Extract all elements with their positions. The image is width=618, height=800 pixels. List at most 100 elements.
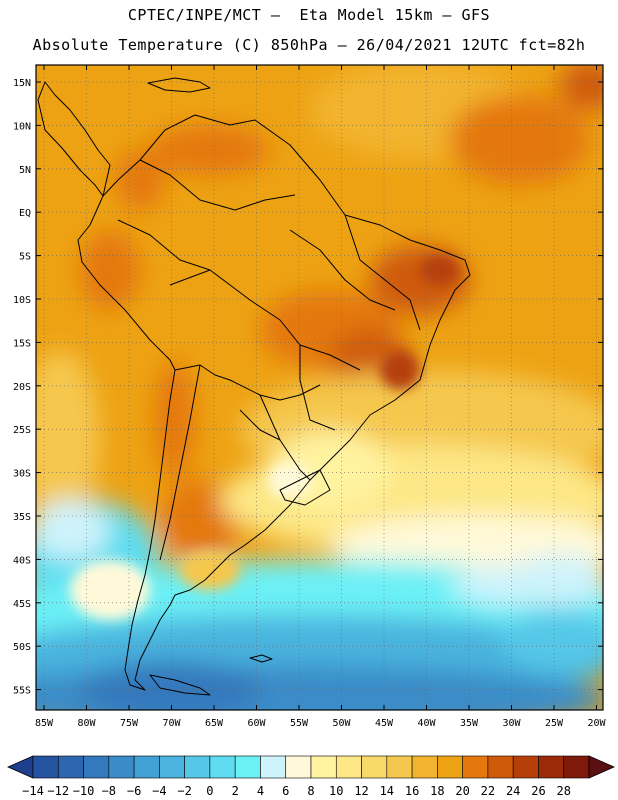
lon-label: 35W — [460, 718, 479, 729]
lat-label: 5N — [19, 165, 31, 176]
coastlines-and-borders — [37, 77, 471, 696]
colorbar-swatch — [386, 755, 413, 779]
lat-label: 40S — [13, 555, 31, 566]
colorbar-over-arrow — [588, 755, 615, 779]
colorbar-swatch — [335, 755, 362, 779]
central-america — [37, 81, 111, 197]
colorbar-swatch — [411, 755, 438, 779]
colorbar-swatch — [538, 755, 565, 779]
colorbar-tick-label: −12 — [47, 784, 69, 798]
colorbar-swatch — [563, 755, 590, 779]
colorbar-swatch — [108, 755, 135, 779]
colorbar-tick-label: −2 — [177, 784, 191, 798]
uruguay — [279, 469, 331, 506]
colorbar-tick-label: 0 — [206, 784, 213, 798]
lat-label: 15S — [13, 338, 31, 349]
border-10 — [289, 229, 396, 311]
colorbar-tick-label: −6 — [127, 784, 141, 798]
colorbar-swatch — [133, 755, 160, 779]
lat-label: 50S — [13, 642, 31, 653]
lon-label: 45W — [375, 718, 394, 729]
lon-label: 30W — [502, 718, 521, 729]
lat-label: 20S — [13, 382, 31, 393]
longitude-labels: 85W 80W 75W 70W 65W 60W 55W 50W 45W 40W 35W 30W 25W 2… — [35, 718, 607, 729]
latitude-labels: 15N 10N 5N EQ 5S 10S 15S 20S 25S 30S 35S 40S 45S 50S 5… — [13, 78, 31, 697]
border-6 — [159, 364, 201, 561]
colorbar-tick-label: −4 — [152, 784, 166, 798]
colorbar-swatch — [234, 755, 261, 779]
colorbar-swatch — [310, 755, 337, 779]
tierra-del-fuego — [149, 674, 211, 696]
colorbar-swatch — [184, 755, 211, 779]
lon-label: 55W — [290, 718, 309, 729]
falklands — [249, 654, 273, 663]
colorbar-tick-label: 12 — [354, 784, 368, 798]
colorbar-swatch — [57, 755, 84, 779]
lat-label: EQ — [19, 208, 31, 219]
lon-label: 75W — [120, 718, 139, 729]
colorbar-tick-label: 14 — [380, 784, 394, 798]
lon-label: 25W — [545, 718, 564, 729]
lat-label: 45S — [13, 599, 31, 610]
lon-label: 70W — [162, 718, 181, 729]
colorbar-swatch — [487, 755, 514, 779]
colorbar-tick-label: 28 — [557, 784, 571, 798]
caribbean-island — [147, 77, 211, 93]
colorbar-tick-label: −14 — [22, 784, 44, 798]
border-1 — [174, 364, 321, 401]
lat-label: 15N — [13, 78, 31, 89]
map-title-line-2: Absolute Temperature (C) 850hPa – 26/04/… — [32, 36, 586, 54]
colorbar-tick-label: 18 — [430, 784, 444, 798]
colorbar-swatch — [209, 755, 236, 779]
colorbar-tick-label: −10 — [73, 784, 95, 798]
border-7 — [239, 409, 281, 441]
border-3 — [117, 219, 211, 271]
colorbar-labels: −14 −12 −10 −8 −6 −4 −2 0 2 4 6 8 10 12 14 16 18 20 22 24 26… — [22, 784, 571, 798]
lat-label: 10S — [13, 295, 31, 306]
temperature-colorbar — [7, 755, 615, 779]
colorbar-tick-label: 8 — [307, 784, 314, 798]
colorbar-swatch — [83, 755, 110, 779]
colorbar-tick-label: 6 — [282, 784, 289, 798]
lat-label: 5S — [19, 252, 31, 263]
lon-label: 85W — [35, 718, 54, 729]
colorbar-tick-label: 20 — [455, 784, 469, 798]
lat-label: 55S — [13, 686, 31, 697]
lon-label: 20W — [587, 718, 606, 729]
border-4 — [139, 159, 296, 211]
colorbar-tick-label: 4 — [257, 784, 264, 798]
border-5 — [259, 394, 311, 481]
colorbar-tick-label: 26 — [531, 784, 545, 798]
colorbar-tick-label: 10 — [329, 784, 343, 798]
lon-label: 40W — [417, 718, 436, 729]
lat-lon-grid — [36, 65, 603, 710]
lat-label: 25S — [13, 425, 31, 436]
lat-label: 30S — [13, 469, 31, 480]
colorbar-swatch — [512, 755, 539, 779]
border-8 — [299, 345, 336, 431]
colorbar-swatch — [32, 755, 59, 779]
axis-ticks — [36, 65, 603, 710]
lat-label: 10N — [13, 121, 31, 132]
lon-label: 80W — [77, 718, 96, 729]
colorbar-under-arrow — [7, 755, 34, 779]
map-frame — [35, 64, 604, 711]
colorbar-tick-label: 16 — [405, 784, 419, 798]
colorbar-tick-label: 22 — [481, 784, 495, 798]
colorbar-tick-label: 24 — [506, 784, 520, 798]
border-9 — [344, 214, 421, 331]
colorbar-swatch — [285, 755, 312, 779]
colorbar-swatch — [260, 755, 287, 779]
lon-label: 65W — [205, 718, 224, 729]
map-title-line-1: CPTEC/INPE/MCT – Eta Model 15km – GFS — [127, 6, 491, 24]
temperature-field — [36, 65, 603, 710]
colorbar-swatch — [159, 755, 185, 779]
lon-label: 50W — [332, 718, 351, 729]
lon-label: 60W — [247, 718, 266, 729]
lat-label: 35S — [13, 512, 31, 523]
colorbar-tick-label: 2 — [232, 784, 239, 798]
colorbar-swatch — [462, 755, 489, 779]
south-america-coastline — [77, 114, 471, 691]
colorbar-swatch — [361, 755, 388, 779]
